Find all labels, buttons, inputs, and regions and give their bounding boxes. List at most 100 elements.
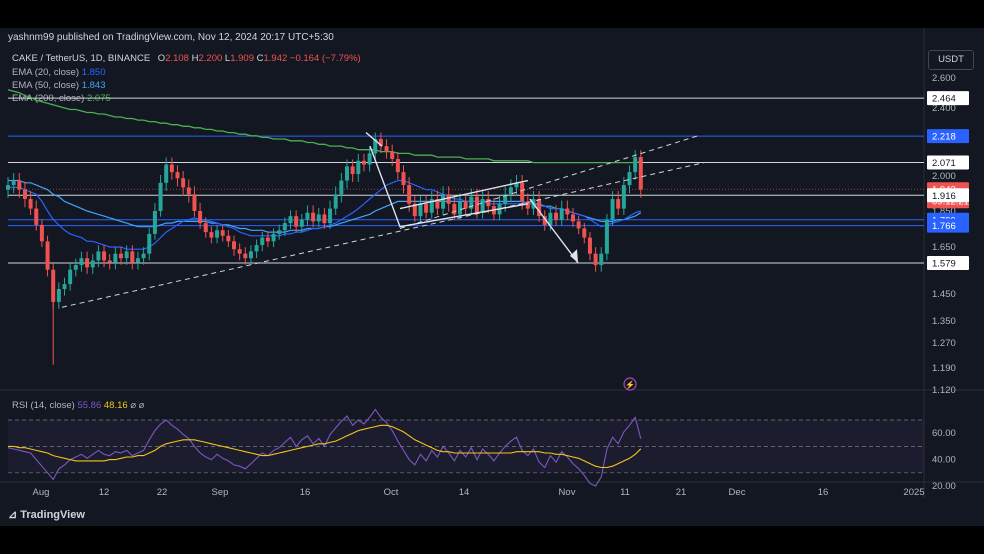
rsi-tick-label: 60.00: [932, 428, 956, 439]
candle-body: [226, 235, 231, 242]
legend-rsi-label: RSI (14, close): [12, 400, 75, 411]
symbol-ohlc-line: CAKE / TetherUS, 1D, BINANCE O2.108 H2.2…: [12, 53, 361, 64]
price-tick-label: 1.190: [932, 363, 956, 374]
symbol-label[interactable]: CAKE / TetherUS, 1D, BINANCE: [12, 53, 151, 64]
legend-rsi[interactable]: RSI (14, close) 55.86 48.16 ⌀ ⌀: [12, 400, 144, 411]
candle-body: [271, 233, 276, 242]
candle-body: [62, 284, 67, 290]
candle-body: [39, 224, 44, 242]
wedge-lower-line: [369, 145, 529, 228]
tradingview-brand[interactable]: ⊿ TradingView: [8, 508, 85, 521]
price-tick-label: 1.450: [932, 289, 956, 300]
candle-body: [328, 208, 333, 224]
candle-body: [616, 199, 621, 209]
price-label-bg: [927, 129, 969, 144]
rising-trendline: [61, 162, 705, 308]
candle-body: [158, 182, 163, 211]
candle-body: [265, 237, 270, 242]
candle-body: [367, 153, 372, 165]
time-tick-label: Dec: [729, 487, 746, 498]
candle-body: [480, 199, 485, 213]
arrow-head-icon: [570, 249, 578, 263]
candle-body: [186, 187, 191, 195]
tradingview-label: TradingView: [20, 509, 85, 521]
candle-body: [361, 160, 366, 165]
price-label-text: 1.916: [932, 191, 956, 202]
currency-badge[interactable]: USDT: [928, 50, 974, 70]
candle-body: [243, 253, 248, 259]
candle-body: [79, 258, 84, 266]
candle-body: [621, 185, 626, 209]
candle-body: [22, 189, 27, 200]
candle-body: [175, 172, 180, 179]
candle-body: [96, 251, 101, 261]
candle-body: [192, 194, 197, 211]
candle-body: [441, 194, 446, 209]
time-tick-label: 11: [620, 487, 630, 498]
price-label-text: 1.579: [932, 258, 956, 269]
rsi-ma-line: [8, 424, 642, 469]
candle-body: [102, 251, 107, 261]
candle-body: [339, 180, 344, 195]
time-tick-label: 21: [676, 487, 687, 498]
candle-body: [548, 212, 553, 225]
currency-label: USDT: [938, 54, 964, 65]
candle-body: [68, 269, 73, 285]
candle-body: [232, 241, 236, 250]
candle-body: [469, 196, 474, 209]
candle-body: [446, 194, 451, 204]
publish-header: yashnm99 published on TradingView.com, N…: [8, 32, 334, 43]
legend-ema20[interactable]: EMA (20, close) 1.850: [12, 67, 105, 78]
candle-body: [350, 166, 355, 175]
small-arrow: [365, 132, 383, 147]
candle-body: [582, 228, 587, 238]
candle-body: [11, 180, 16, 186]
candle-body: [6, 185, 10, 190]
price-label-bg: [927, 91, 969, 106]
candle-body: [113, 253, 118, 263]
legend-ema50[interactable]: EMA (50, close) 1.843: [12, 80, 105, 91]
candle-body: [373, 139, 378, 154]
candle-body: [119, 253, 123, 259]
candle-body: [514, 182, 519, 188]
candle-body: [288, 216, 293, 224]
projection-arrow: [529, 198, 579, 264]
candle-body: [424, 203, 429, 213]
high-label: H: [191, 53, 199, 64]
candle-body: [209, 232, 214, 238]
time-tick-label: Sep: [212, 487, 229, 498]
candle-body: [503, 194, 508, 204]
candle-body: [237, 249, 242, 254]
candle-body: [384, 146, 389, 152]
candle-body: [305, 212, 310, 220]
price-tick-label: 1.850: [932, 206, 956, 217]
candle-body: [169, 164, 174, 173]
candle-body: [316, 214, 321, 222]
low-value: 1.909: [230, 53, 254, 64]
candle-body: [537, 199, 542, 217]
legend-rsi-value: 55.86: [77, 400, 102, 411]
candle-body: [525, 201, 530, 209]
candle-body: [452, 203, 457, 215]
candle-body: [542, 216, 547, 225]
candle-body: [633, 157, 638, 173]
legend-rsi-ma-value: 48.16: [103, 400, 128, 411]
candle-body: [220, 230, 225, 236]
candle-body: [277, 230, 282, 234]
candle-body: [45, 241, 50, 270]
candle-body: [571, 214, 575, 222]
candle-body: [378, 139, 383, 147]
candle-body: [248, 251, 253, 259]
price-label-text: 2.218: [932, 132, 956, 143]
rsi-tick-label: 40.00: [932, 455, 956, 466]
change-value: −0.164 (−7.79%): [289, 53, 361, 64]
candle-body: [520, 182, 525, 202]
candle-body: [587, 237, 592, 254]
time-tick-label: 22: [157, 487, 168, 498]
candle-body: [90, 260, 95, 268]
price-label-bg: [927, 155, 969, 170]
candle-body: [593, 253, 598, 266]
price-chart-svg[interactable]: ⚡ 2.600 2.400 2.200 2.000 1.850 1.650 1.450 1.35…: [0, 28, 984, 526]
rsi-tick-label: 20.00: [932, 481, 956, 492]
candle-body: [294, 216, 299, 227]
